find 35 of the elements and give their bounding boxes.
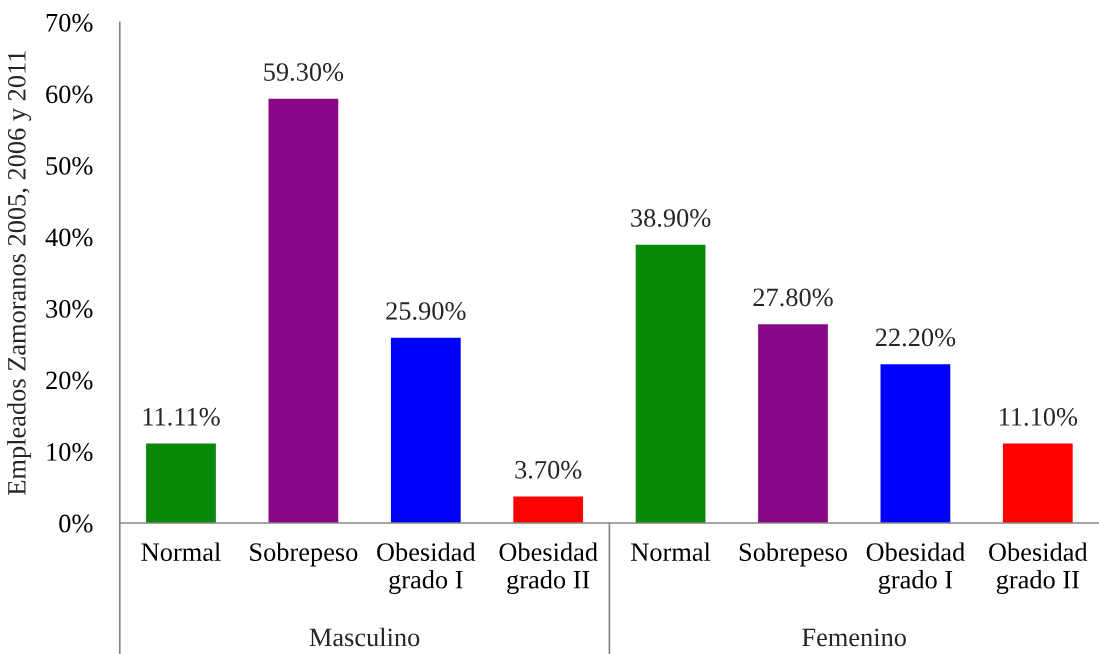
y-tick-label: 30% bbox=[46, 300, 93, 318]
x-tick-label: Obesidad grado I bbox=[866, 542, 965, 595]
x-tick-label: Obesidad grado I bbox=[377, 542, 476, 595]
y-tick-label: 40% bbox=[45, 228, 93, 247]
data-label: 38.90% bbox=[631, 209, 711, 227]
data-label: 25.90% bbox=[386, 302, 466, 320]
y-tick-label: 0% bbox=[59, 514, 93, 533]
data-label: 3.70% bbox=[515, 460, 582, 479]
text: Masculino bbox=[309, 627, 420, 647]
bar bbox=[268, 98, 339, 523]
data-label: 11.11% bbox=[143, 407, 220, 426]
y-tick-label: 10% bbox=[47, 443, 93, 461]
x-tick-label: Sobrepeso bbox=[739, 542, 847, 567]
data-label: 59.30% bbox=[264, 63, 344, 82]
bar bbox=[146, 443, 216, 523]
text: Femenino bbox=[802, 628, 906, 647]
bar bbox=[1002, 443, 1073, 523]
y-tick-label: 60% bbox=[46, 85, 93, 104]
data-label: 27.80% bbox=[753, 288, 833, 307]
data-label: 22.20% bbox=[875, 328, 956, 347]
y-tick-label: 50% bbox=[46, 156, 93, 175]
x-tick-label: Normal bbox=[141, 542, 221, 562]
y-axis-title: Empleados Zamoranos 2005, 2006 y 2011 bbox=[7, 51, 32, 495]
bar bbox=[880, 364, 951, 523]
y-tick-label: 20% bbox=[46, 371, 93, 390]
bar bbox=[513, 496, 584, 523]
bar bbox=[635, 244, 706, 523]
x-tick-label: Normal bbox=[631, 542, 711, 562]
x-tick-label: Obesidad grado II bbox=[499, 542, 598, 595]
x-tick-label: Obesidad grado II bbox=[989, 542, 1088, 595]
data-label: 11.10% bbox=[999, 407, 1078, 426]
bar bbox=[390, 337, 461, 523]
y-tick-label: 70% bbox=[46, 13, 93, 32]
bar bbox=[758, 324, 828, 523]
x-tick-label: Sobrepeso bbox=[250, 542, 358, 567]
